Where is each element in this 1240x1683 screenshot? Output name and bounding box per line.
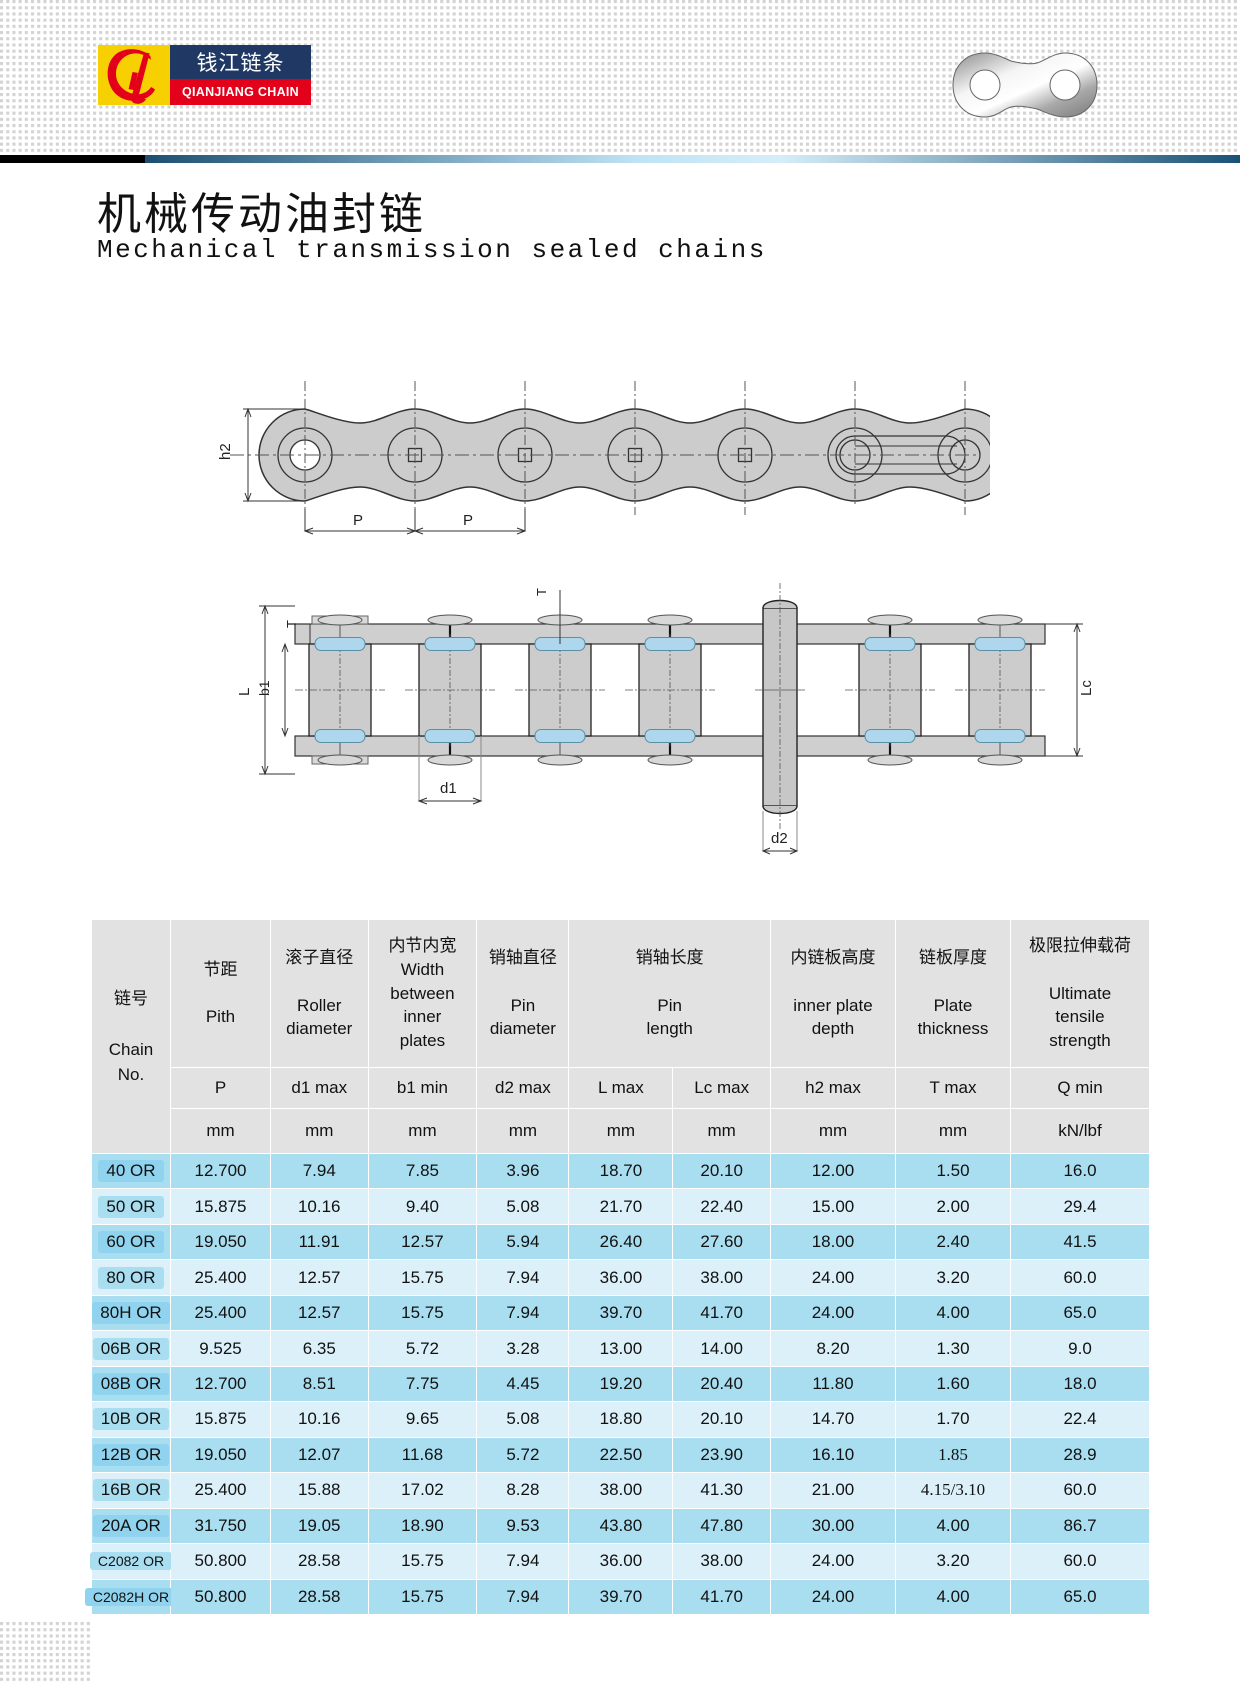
svg-text:P: P	[463, 512, 473, 529]
svg-text:T: T	[534, 588, 549, 596]
svg-text:d1: d1	[440, 780, 457, 797]
svg-text:h2: h2	[217, 443, 234, 460]
svg-text:Lc: Lc	[1078, 680, 1095, 696]
svg-text:T: T	[284, 620, 299, 628]
svg-text:b1: b1	[256, 680, 272, 696]
svg-text:P: P	[353, 512, 363, 529]
svg-text:L: L	[236, 688, 253, 696]
svg-text:d2: d2	[771, 830, 788, 847]
